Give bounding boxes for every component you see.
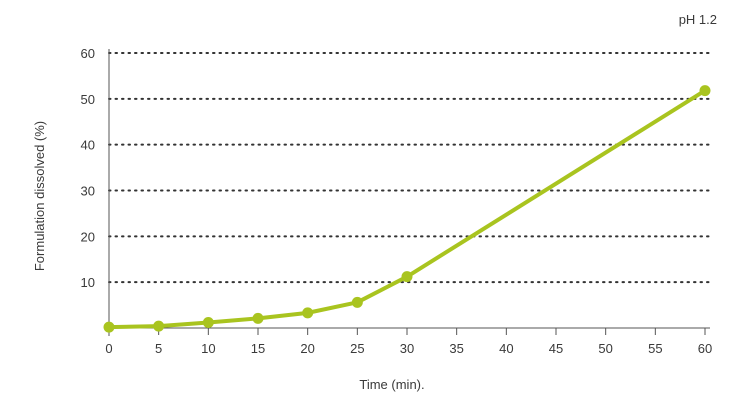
grid-lines <box>108 52 711 284</box>
axes <box>108 49 710 336</box>
data-point-20 <box>302 307 314 319</box>
y-tick-label-10: 10 <box>81 275 95 290</box>
x-tick-label-60: 60 <box>698 341 712 356</box>
x-tick-label-30: 30 <box>400 341 414 356</box>
x-tick-label-0: 0 <box>105 341 112 356</box>
x-tick-label-25: 25 <box>350 341 364 356</box>
data-point-5 <box>153 320 165 332</box>
x-tick-label-50: 50 <box>598 341 612 356</box>
data-point-0 <box>103 321 115 333</box>
series-layer <box>103 85 711 333</box>
x-axis-ticks: 0 5 10 15 20 25 30 35 40 45 50 55 60 <box>105 328 712 356</box>
data-point-10 <box>202 317 214 328</box>
x-tick-label-5: 5 <box>155 341 162 356</box>
y-axis-label: Formulation dissolved (%) <box>32 121 47 271</box>
y-axis-ticks: 10 20 30 40 50 60 <box>81 46 95 290</box>
data-point-30 <box>401 271 413 283</box>
ph-annotation: pH 1.2 <box>679 12 717 27</box>
y-tick-label-60: 60 <box>81 46 95 61</box>
x-tick-label-10: 10 <box>201 341 215 356</box>
data-point-60 <box>699 85 711 97</box>
series-line-0 <box>107 88 707 330</box>
x-tick-label-35: 35 <box>449 341 463 356</box>
x-axis-label: Time (min). <box>359 377 424 392</box>
y-tick-label-30: 30 <box>81 184 95 199</box>
data-point-15 <box>252 312 264 324</box>
x-tick-label-20: 20 <box>300 341 314 356</box>
x-tick-label-45: 45 <box>549 341 563 356</box>
data-point-25 <box>351 296 363 308</box>
x-tick-label-15: 15 <box>251 341 265 356</box>
x-tick-label-55: 55 <box>648 341 662 356</box>
y-tick-label-20: 20 <box>81 229 95 244</box>
y-tick-label-50: 50 <box>81 92 95 107</box>
y-tick-label-40: 40 <box>81 138 95 153</box>
x-tick-label-40: 40 <box>499 341 513 356</box>
